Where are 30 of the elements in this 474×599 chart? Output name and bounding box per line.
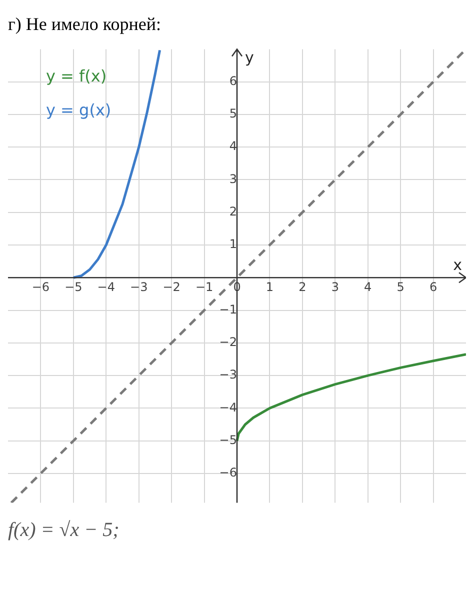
- y-tick-label: 3: [229, 172, 237, 186]
- x-tick-label: −6: [32, 280, 50, 294]
- y-tick-label: −5: [219, 432, 237, 447]
- y-axis-title: y: [245, 48, 254, 67]
- y-tick-label: 4: [229, 139, 237, 154]
- y-tick-label: −1: [219, 302, 237, 316]
- x-tick-label: 2: [298, 280, 306, 294]
- y-tick-label: −6: [219, 466, 237, 480]
- y-tick-label: −4: [219, 400, 237, 414]
- y-tick-label: 2: [229, 204, 237, 218]
- y-tick-label: 1: [229, 237, 237, 252]
- x-tick-label: 3: [331, 280, 339, 294]
- x-tick-label: −5: [64, 280, 82, 294]
- x-axis-title: x: [453, 256, 462, 274]
- text: y = g(x): [46, 100, 112, 120]
- text: f(x) = √x − 5;: [8, 519, 120, 542]
- x-tick-label: −1: [195, 280, 214, 294]
- x-tick-label: −4: [97, 280, 115, 294]
- x-tick-label: 4: [364, 280, 372, 294]
- x-tick-label: −2: [162, 280, 180, 294]
- y-tick-label: −2: [219, 335, 237, 350]
- chart-title: г) Не имело корней:: [8, 14, 162, 35]
- text: y = f(x): [46, 66, 107, 86]
- x-tick-label: 1: [266, 280, 274, 294]
- x-tick-label: 6: [429, 280, 438, 294]
- y-tick-label: −3: [219, 368, 237, 382]
- y-tick-label: 5: [229, 106, 237, 121]
- y-tick-label: 6: [229, 74, 237, 88]
- x-tick-label: −3: [130, 280, 148, 294]
- x-tick-label: 5: [396, 280, 404, 294]
